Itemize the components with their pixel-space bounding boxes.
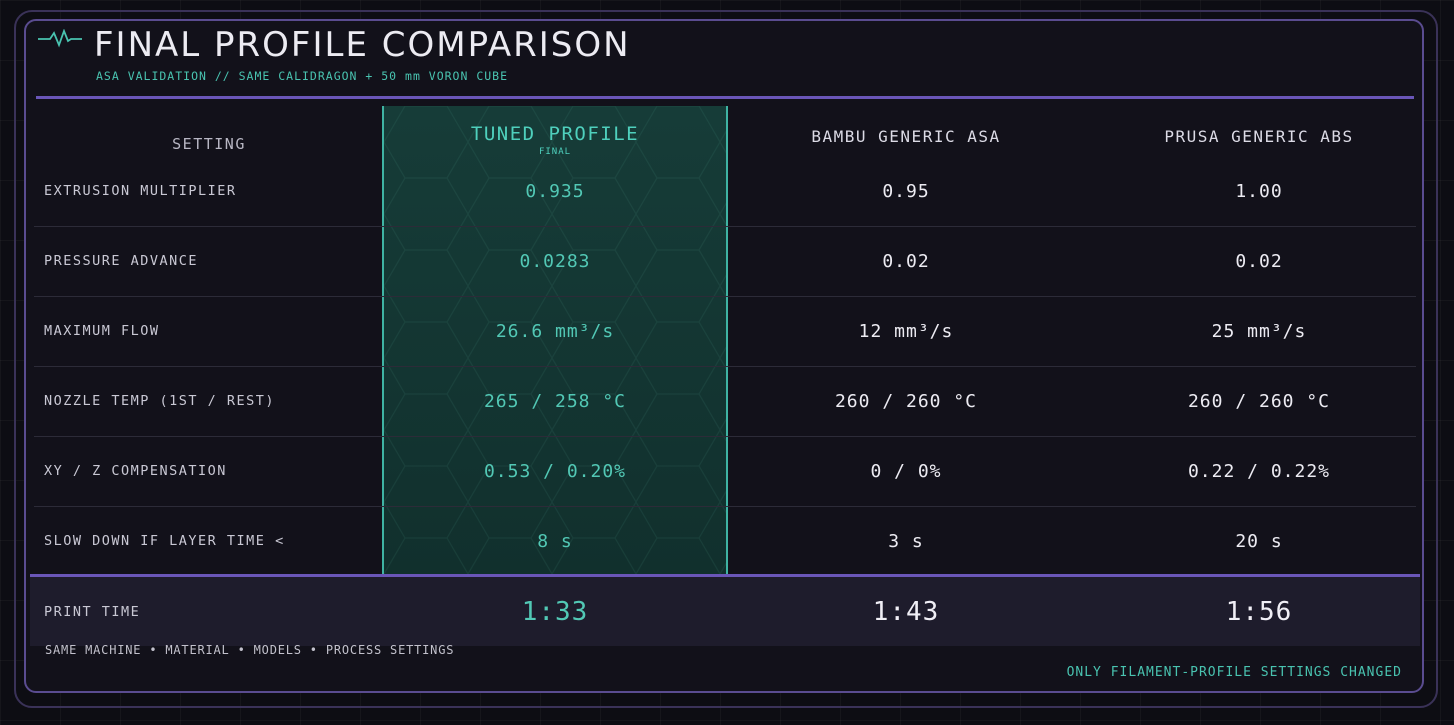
print-time-row: PRINT TIME 1:33 1:43 1:56 [30, 574, 1420, 646]
row-label: MAXIMUM FLOW [44, 323, 160, 339]
tuned-column-highlight [382, 106, 728, 574]
header-tuned-profile: TUNED PROFILE FINAL [382, 106, 728, 174]
pulse-icon [38, 29, 82, 48]
header-tuned-label: TUNED PROFILE [470, 123, 640, 145]
row-label: PRESSURE ADVANCE [44, 253, 199, 269]
row-label: SLOW DOWN IF LAYER TIME < [44, 533, 285, 549]
table-row: SLOW DOWN IF LAYER TIME < 8 s 3 s 20 s [34, 506, 1416, 576]
tuned-value: 8 s [537, 530, 573, 552]
tuned-value: 0.0283 [519, 250, 591, 272]
table-row: XY / Z COMPENSATION 0.53 / 0.20% 0 / 0% … [34, 436, 1416, 507]
tuned-value: 0.53 / 0.20% [483, 460, 627, 482]
prusa-value: 0.02 [1235, 250, 1283, 272]
print-time-label: PRINT TIME [44, 603, 141, 620]
bambu-value: 0.95 [882, 180, 930, 202]
prusa-print-time: 1:56 [1225, 596, 1293, 627]
table-row: NOZZLE TEMP (1ST / REST) 265 / 258 °C 26… [34, 366, 1416, 437]
header-prusa-label: PRUSA GENERIC ABS [1164, 126, 1354, 146]
header-setting: SETTING [36, 106, 382, 174]
tuned-value: 0.935 [525, 180, 585, 202]
bambu-print-time: 1:43 [872, 596, 940, 627]
table-row: PRESSURE ADVANCE 0.0283 0.02 0.02 [34, 226, 1416, 297]
prusa-value: 25 mm³/s [1211, 320, 1307, 342]
header-prusa-generic-abs: PRUSA GENERIC ABS [1084, 106, 1422, 174]
title-divider [36, 96, 1414, 99]
row-label: EXTRUSION MULTIPLIER [44, 183, 237, 199]
page-subtitle: ASA VALIDATION // SAME CALIDRAGON + 50 m… [96, 69, 509, 83]
tuned-value: 26.6 mm³/s [495, 320, 615, 342]
tuned-print-time: 1:33 [521, 596, 589, 627]
bambu-value: 3 s [888, 530, 924, 552]
tuned-value: 265 / 258 °C [483, 390, 627, 412]
header-tuned-sublabel: FINAL [538, 147, 572, 157]
row-label: XY / Z COMPENSATION [44, 463, 227, 479]
bambu-value: 0 / 0% [870, 460, 942, 482]
table-row: MAXIMUM FLOW 26.6 mm³/s 12 mm³/s 25 mm³/… [34, 296, 1416, 367]
bambu-value: 0.02 [882, 250, 930, 272]
page-title: FINAL PROFILE COMPARISON [94, 25, 631, 65]
prusa-value: 260 / 260 °C [1187, 390, 1331, 412]
bambu-value: 260 / 260 °C [834, 390, 978, 412]
header-setting-label: SETTING [172, 135, 246, 153]
footer-note-right: ONLY FILAMENT-PROFILE SETTINGS CHANGED [1066, 665, 1402, 680]
prusa-value: 20 s [1235, 530, 1283, 552]
comparison-panel: FINAL PROFILE COMPARISON ASA VALIDATION … [24, 19, 1424, 693]
prusa-value: 1.00 [1235, 180, 1283, 202]
outer-frame [14, 10, 1438, 708]
prusa-value: 0.22 / 0.22% [1187, 460, 1331, 482]
row-label: NOZZLE TEMP (1ST / REST) [44, 393, 276, 409]
footer-note-left: SAME MACHINE • MATERIAL • MODELS • PROCE… [45, 643, 455, 657]
table-row: EXTRUSION MULTIPLIER 0.935 0.95 1.00 [34, 156, 1416, 227]
header-bambu-generic-asa: BAMBU GENERIC ASA [728, 106, 1084, 174]
header-bambu-label: BAMBU GENERIC ASA [811, 126, 1001, 146]
bambu-value: 12 mm³/s [858, 320, 954, 342]
